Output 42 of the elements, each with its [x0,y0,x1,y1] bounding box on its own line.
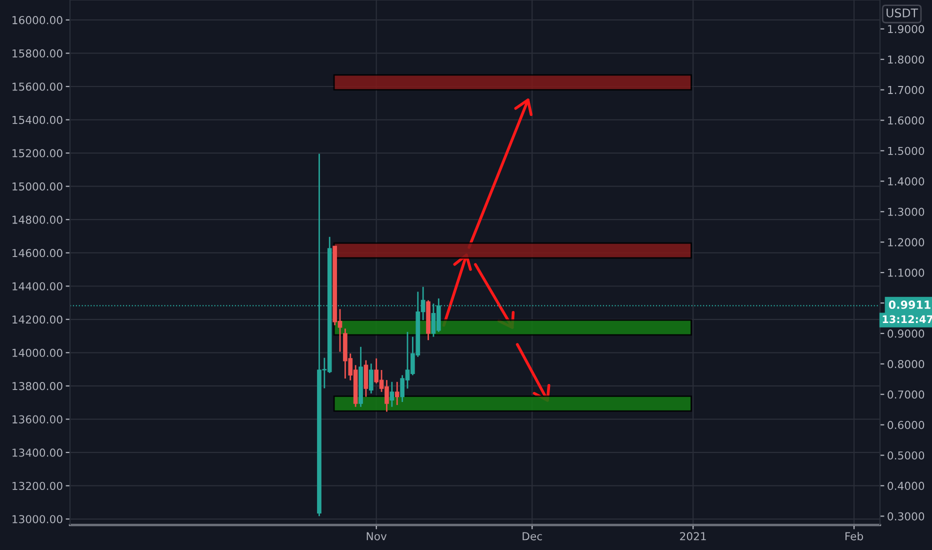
y-tick-label: 13400.00 [12,448,62,457]
y2-tick-label: 1.3000 [888,208,924,216]
y-tick-label: 15000.00 [12,182,62,191]
y2-tick-label: 0.4000 [888,482,924,490]
y-tick-label: 14000.00 [12,348,62,357]
y-tick-label: 13000.00 [12,515,62,524]
y2-tick-label: 1.2000 [888,238,924,246]
y-tick-label: 14400.00 [12,282,62,290]
candlestick [394,381,400,406]
y-tick-label: 14600.00 [12,248,62,258]
x-tick-label: Feb [846,532,864,540]
y2-tick-label: 0.5000 [888,451,924,460]
y-tick-label: 15200.00 [12,149,62,158]
y2-tick-label: 0.7000 [888,390,924,399]
y-tick-label: 15400.00 [12,116,62,124]
y-tick-label: 16000.00 [12,16,62,24]
y2-tick-label: 1.8000 [888,55,924,64]
y2-tick-label: 1.4000 [888,177,924,186]
y-tick-label: 15800.00 [12,49,62,58]
y2-tick-label: 0.9000 [888,330,924,338]
y2-tick-label: 0.8000 [888,360,924,368]
ref-line-label: 0.9911 [888,300,930,309]
y-tick-label: 14200.00 [12,315,62,324]
y2-tick-label: 1.1000 [888,268,924,277]
y2-axis-title: USDT [886,8,918,18]
candlestick [368,362,374,394]
x-tick-label: 2021 [680,532,706,540]
x-tick-label: Nov [366,532,387,540]
y-tick-label: 14800.00 [12,216,62,224]
x-tick-label: Dec [522,532,542,540]
y-tick-label: 15600.00 [12,82,62,91]
candlestick [390,381,394,408]
y-tick-label: 13200.00 [12,482,62,490]
y2-tick-label: 1.9000 [888,25,924,34]
y2-tick-label: 0.6000 [888,420,924,430]
y2-tick-label: 1.5000 [888,146,924,156]
y2-tick-label: 0.3000 [888,512,924,520]
candlestick [364,360,368,398]
y-tick-label: 13600.00 [12,415,62,424]
y2-tick-label: 1.6000 [888,116,924,125]
y-tick-label: 13800.00 [12,382,62,390]
y2-tick-label: 1.7000 [888,86,924,94]
